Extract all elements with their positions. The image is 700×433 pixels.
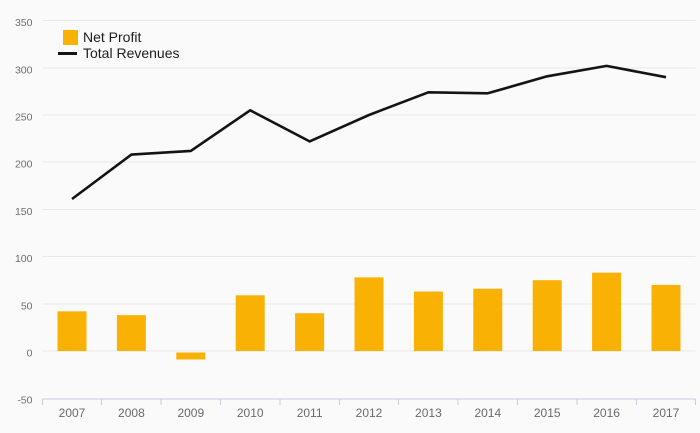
bar-2013 [413, 291, 443, 351]
x-axis-label-2017: 2017 [653, 406, 680, 420]
bar-2010 [235, 295, 265, 351]
legend-label-net-profit: Net Profit [83, 29, 142, 45]
bar-2016 [592, 272, 622, 351]
bar-2011 [295, 313, 325, 351]
x-axis-label-2012: 2012 [356, 406, 383, 420]
legend-item-total-revenues[interactable]: Total Revenues [57, 46, 180, 61]
x-axis-label-2011: 2011 [297, 406, 323, 420]
x-axis-label-2016: 2016 [593, 406, 620, 420]
x-axis-label-2009: 2009 [177, 406, 204, 420]
y-axis-label-0: 0 [27, 348, 33, 360]
total-revenues-line [71, 64, 667, 201]
bar-2012 [354, 277, 384, 351]
x-axis-label-2015: 2015 [534, 406, 561, 420]
total-revenues-line-swatch [58, 52, 77, 55]
bar-2007 [57, 311, 87, 351]
y-axis-label-100: 100 [15, 253, 33, 265]
net-profit-swatch [63, 30, 78, 45]
bar-2015 [532, 280, 562, 351]
legend-symbol-slot [57, 52, 79, 55]
legend-item-net-profit[interactable]: Net Profit [57, 30, 180, 45]
bar-2017 [651, 284, 681, 351]
y-axis-label-250: 250 [15, 112, 33, 124]
x-axis-label-2013: 2013 [415, 406, 442, 420]
legend-label-total-revenues: Total Revenues [83, 45, 180, 61]
x-axis-label-2008: 2008 [118, 406, 145, 420]
y-axis-label-350: 350 [15, 17, 33, 29]
x-axis-label-2014: 2014 [474, 406, 501, 420]
y-axis-label-50: 50 [21, 300, 33, 312]
x-axis-label-2010: 2010 [237, 406, 264, 420]
bar-2014 [473, 288, 503, 351]
bar-2009 [176, 352, 206, 360]
bar-2008 [116, 315, 146, 351]
y-axis-label-300: 300 [15, 64, 33, 76]
y-axis-label-150: 150 [15, 206, 33, 218]
y-axis-label--50: -50 [17, 395, 32, 407]
legend-symbol-slot [57, 30, 79, 45]
legend: Net Profit Total Revenues [57, 30, 180, 61]
y-axis-label-200: 200 [15, 159, 33, 171]
x-axis-label-2007: 2007 [59, 406, 86, 420]
